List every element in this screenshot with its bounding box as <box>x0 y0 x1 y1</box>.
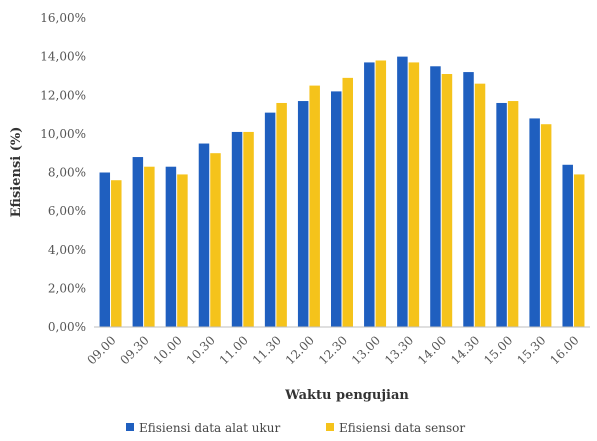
bar-sensor <box>573 174 585 327</box>
bar-alat-ukur <box>297 101 309 327</box>
y-tick-label: 0,00% <box>48 320 86 334</box>
bar-alat-ukur <box>430 66 441 327</box>
y-tick-label: 6,00% <box>48 204 86 218</box>
x-axis-ticks: 09.0009.3010.0010.3011.0011.3012.0012.30… <box>84 333 581 367</box>
legend-label: Efisiensi data sensor <box>339 421 465 435</box>
y-tick-label: 10,00% <box>40 127 86 141</box>
x-axis-title: Waktu pengujian <box>284 388 409 403</box>
bar-sensor <box>111 180 122 327</box>
x-tick-label: 10.30 <box>184 333 218 367</box>
bar-alat-ukur <box>198 143 210 327</box>
bar-sensor <box>507 101 519 327</box>
bar-sensor <box>144 166 155 327</box>
y-axis-title: Efisiensi (%) <box>9 127 24 218</box>
x-tick-label: 11.00 <box>217 333 251 367</box>
y-tick-label: 4,00% <box>48 243 86 257</box>
y-tick-label: 14,00% <box>40 50 86 64</box>
legend-label: Efisiensi data alat ukur <box>139 421 281 435</box>
x-tick-label: 15.30 <box>514 333 548 367</box>
bar-sensor <box>441 74 453 327</box>
bar-sensor <box>342 77 353 328</box>
y-tick-label: 12,00% <box>40 88 86 102</box>
y-tick-label: 2,00% <box>48 281 86 295</box>
legend-swatch <box>126 423 134 431</box>
x-tick-label: 09.00 <box>84 333 118 367</box>
x-tick-label: 09.30 <box>118 333 152 367</box>
y-axis-ticks: 0,00% 2,00% 4,00% 6,00% 8,00% 10,00% 12,00% 14,… <box>40 11 86 334</box>
x-tick-label: 14.30 <box>448 333 482 367</box>
bar-sensor <box>243 131 254 327</box>
x-tick-label: 11.30 <box>250 333 284 367</box>
bar-alat-ukur <box>496 102 507 327</box>
x-tick-label: 13.00 <box>349 333 383 367</box>
bar-sensor <box>375 60 387 328</box>
bar-sensor <box>177 174 188 327</box>
legend: Efisiensi data alat ukur Efisiensi data s… <box>126 421 465 435</box>
bar-sensor <box>540 124 552 327</box>
bar-sensor <box>210 153 221 327</box>
x-tick-label: 13.30 <box>382 333 416 367</box>
bar-alat-ukur <box>231 131 243 327</box>
bar-alat-ukur <box>99 172 111 327</box>
x-tick-label: 14.00 <box>415 333 449 367</box>
bar-alat-ukur <box>463 72 474 327</box>
bar-sensor <box>408 62 420 327</box>
bar-alat-ukur <box>364 62 375 327</box>
x-tick-label: 12.30 <box>316 333 350 367</box>
x-tick-label: 10.00 <box>151 333 185 367</box>
x-tick-label: 16.00 <box>547 333 581 367</box>
y-tick-label: 16,00% <box>40 11 86 25</box>
bar-alat-ukur <box>562 164 573 327</box>
x-tick-label: 12.00 <box>283 333 317 367</box>
bar-sensor <box>276 102 287 327</box>
x-tick-label: 15.00 <box>481 333 515 367</box>
y-tick-label: 8,00% <box>48 166 86 180</box>
bar-alat-ukur <box>165 166 177 327</box>
bar-alat-ukur <box>331 91 342 327</box>
bar-alat-ukur <box>529 118 540 327</box>
bar-alat-ukur <box>264 112 276 327</box>
bar-sensor <box>474 83 486 327</box>
bar-alat-ukur <box>132 157 144 327</box>
bar-series <box>99 56 585 328</box>
bar-alat-ukur <box>397 56 408 327</box>
legend-swatch <box>326 423 334 431</box>
bar-sensor <box>309 85 320 327</box>
